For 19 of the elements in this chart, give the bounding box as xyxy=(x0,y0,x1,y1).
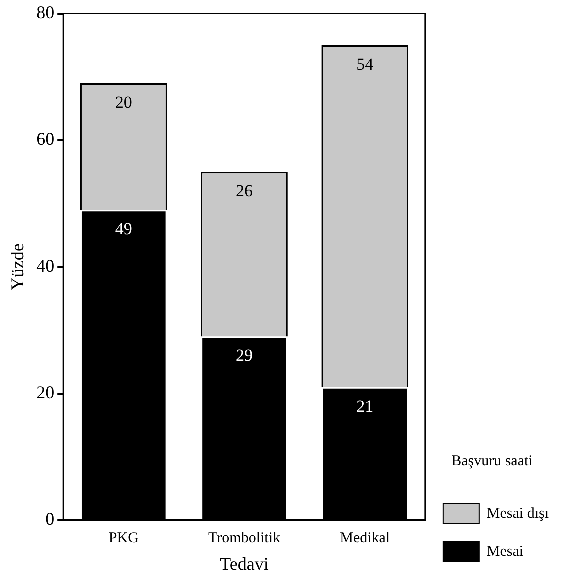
data-label: 26 xyxy=(236,182,254,201)
x-tick-label: PKG xyxy=(108,530,140,546)
data-label: 29 xyxy=(236,346,254,366)
y-tick-label: 20 xyxy=(36,382,55,402)
y-tick-label: 40 xyxy=(36,256,55,276)
x-tick-label: Trombolitik xyxy=(208,530,281,546)
y-tick-label: 0 xyxy=(46,509,55,530)
data-label: 54 xyxy=(356,54,374,74)
data-label: 21 xyxy=(356,396,374,416)
y-tick-label: 80 xyxy=(36,2,55,23)
y-tick-label: 60 xyxy=(36,129,55,150)
x-axis-title: Tedavi xyxy=(220,554,269,574)
legend-label: Mesai xyxy=(486,544,524,560)
y-axis-title: Yüzde xyxy=(8,244,28,291)
data-label: 49 xyxy=(115,220,132,239)
legend-label: Mesai dışı xyxy=(486,506,550,522)
data-label: 20 xyxy=(115,92,132,112)
x-tick-label: Medikal xyxy=(340,530,390,546)
legend-title: Başvuru saati xyxy=(452,453,533,470)
